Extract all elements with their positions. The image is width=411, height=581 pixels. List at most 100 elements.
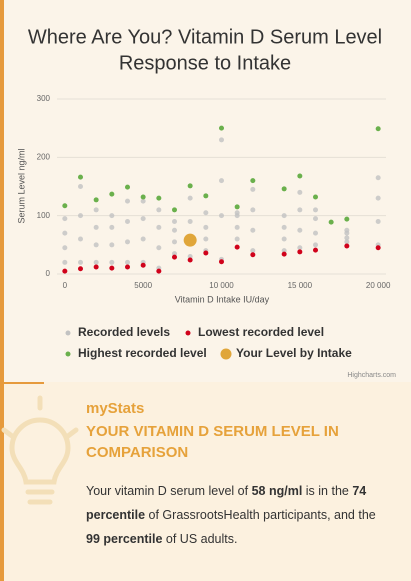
point	[375, 126, 381, 132]
point	[109, 191, 115, 197]
point	[250, 207, 256, 213]
point	[62, 268, 68, 274]
point	[344, 235, 350, 241]
point	[62, 245, 68, 251]
point	[250, 178, 256, 184]
point	[313, 247, 318, 253]
point	[375, 219, 381, 224]
point	[172, 254, 177, 260]
point	[78, 266, 83, 272]
point	[203, 224, 209, 230]
point	[203, 236, 209, 242]
y-tick-label: 300	[37, 94, 51, 103]
y-axis-title: Serum Level ng/ml	[16, 148, 26, 223]
stats-label: myStats	[86, 400, 145, 417]
point	[313, 216, 318, 222]
point	[93, 264, 99, 270]
point	[219, 178, 224, 184]
point	[234, 244, 240, 250]
point	[375, 175, 381, 181]
point	[156, 268, 162, 274]
point	[172, 219, 177, 224]
point	[93, 197, 99, 203]
point	[234, 236, 240, 242]
point	[313, 230, 318, 236]
point	[203, 193, 209, 199]
point	[313, 242, 318, 248]
x-axis-title: Vitamin D Intake IU/day	[175, 294, 270, 304]
x-tick-label: 20 000	[366, 281, 391, 290]
text: Your vitamin D serum level of	[86, 484, 252, 498]
point	[344, 216, 350, 222]
chart-subtitle: Response to Intake	[119, 52, 291, 74]
stats-text: Your vitamin D serum level of 58 ng/ml i…	[86, 479, 386, 551]
point	[375, 245, 381, 251]
point	[281, 248, 287, 254]
legend-marker	[65, 351, 71, 357]
point	[297, 245, 303, 251]
point	[344, 239, 350, 245]
point	[140, 198, 146, 204]
point	[62, 216, 68, 222]
x-tick-label: 10 000	[209, 281, 234, 290]
text: of US adults.	[162, 532, 238, 546]
point	[187, 254, 193, 259]
legend-marker	[65, 330, 71, 336]
point	[281, 186, 287, 192]
legend-label: Highest recorded level	[78, 346, 207, 360]
point	[281, 224, 287, 230]
point	[187, 257, 193, 263]
point	[125, 219, 130, 224]
point	[203, 250, 209, 256]
point	[78, 213, 83, 219]
point	[125, 264, 130, 270]
point	[109, 259, 115, 265]
point	[125, 198, 130, 204]
y-tick-label: 100	[37, 211, 51, 220]
point	[219, 259, 224, 265]
point	[93, 207, 99, 213]
point	[250, 186, 256, 192]
x-tick-label: 15 000	[288, 281, 313, 290]
point	[219, 137, 224, 143]
point	[250, 248, 256, 254]
y-tick-label: 0	[46, 269, 51, 278]
point	[78, 184, 83, 189]
point	[219, 125, 224, 131]
point	[281, 251, 287, 257]
point	[250, 252, 256, 258]
point	[78, 259, 83, 265]
point	[344, 243, 350, 249]
point	[62, 230, 68, 236]
point	[281, 213, 287, 219]
point	[62, 203, 68, 209]
point	[140, 194, 146, 200]
point	[297, 207, 303, 213]
percentile: 74 percentile	[86, 484, 367, 522]
point	[297, 227, 303, 233]
point	[375, 195, 381, 201]
point	[234, 210, 240, 216]
legend-marker	[185, 330, 191, 336]
point	[78, 174, 83, 180]
credit: Highcharts.com	[347, 372, 396, 379]
legend-marker	[220, 348, 232, 360]
stats-card: myStats YOUR VITAMIN D SERUM LEVEL IN CO…	[86, 400, 386, 551]
point	[187, 183, 193, 189]
point	[203, 210, 209, 216]
point	[109, 242, 115, 248]
point	[140, 216, 146, 222]
x-tick-label: 5000	[134, 281, 152, 290]
point	[93, 259, 99, 265]
point	[78, 236, 83, 242]
percentile: 99 percentile	[86, 532, 163, 546]
point	[62, 259, 68, 265]
point	[156, 245, 162, 251]
point	[156, 207, 162, 213]
point	[313, 194, 318, 200]
point	[183, 233, 197, 247]
text: of GrassrootsHealth participants, and th…	[145, 508, 376, 522]
legend-label: Recorded levels	[78, 325, 170, 339]
